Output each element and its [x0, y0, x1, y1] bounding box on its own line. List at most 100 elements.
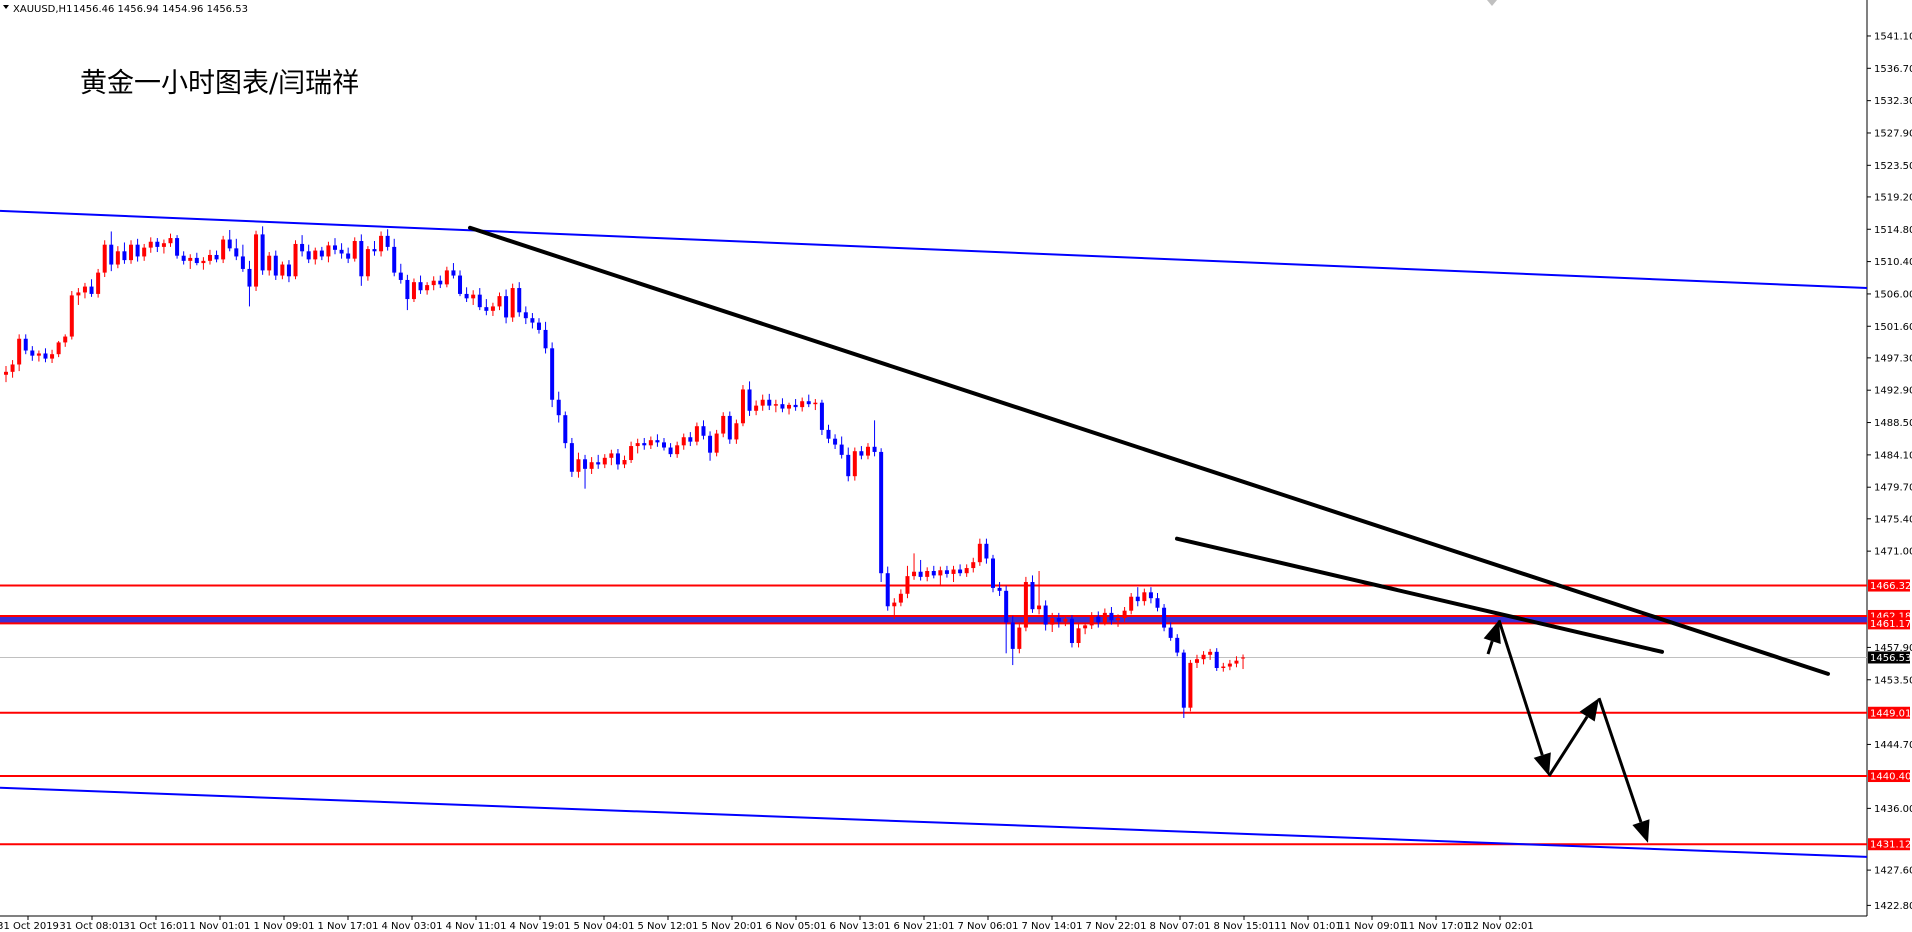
candle-body: [497, 296, 502, 307]
candle: [214, 250, 219, 263]
candle: [1181, 649, 1186, 718]
candle: [1175, 634, 1180, 657]
symbol-dropdown-icon[interactable]: [3, 5, 9, 9]
candle: [313, 247, 318, 265]
candle-body: [63, 336, 68, 343]
candle-body: [359, 241, 364, 277]
candle: [727, 411, 732, 444]
trend-line[interactable]: [468, 225, 1830, 676]
candle-body: [826, 429, 831, 439]
level-price-tag-text: 1461.17: [1870, 619, 1911, 630]
candle-body: [879, 451, 884, 574]
candle-body: [484, 307, 489, 311]
price-tick-label: 1501.60: [1874, 322, 1912, 333]
time-tick-label: 5 Nov 20:01: [701, 921, 762, 932]
time-tick-label: 31 Oct 08:01: [59, 921, 124, 932]
candle: [602, 454, 607, 469]
candle: [1063, 615, 1068, 627]
price-tick-label: 1497.30: [1874, 353, 1912, 364]
candle: [1056, 612, 1061, 628]
candle-body: [688, 437, 693, 442]
candle: [813, 399, 818, 411]
candle: [714, 429, 719, 457]
projection-arrow[interactable]: [1597, 697, 1650, 843]
candle: [589, 457, 594, 474]
candle: [273, 250, 278, 280]
candle: [247, 260, 252, 307]
price-tick-label: 1453.50: [1874, 675, 1912, 686]
candle-body: [4, 371, 8, 375]
candle-body: [161, 243, 166, 247]
candle: [444, 266, 449, 288]
candle: [852, 447, 857, 481]
candle-body: [36, 353, 41, 356]
candle-body: [1188, 662, 1193, 708]
candle: [89, 279, 94, 297]
channel-line[interactable]: [0, 209, 1868, 290]
candle-body: [425, 285, 430, 291]
candle-body: [1069, 618, 1074, 644]
candle-body: [780, 404, 785, 409]
price-tick-label: 1536.70: [1874, 64, 1912, 75]
candle-body: [333, 245, 337, 250]
price-tick-label: 1484.10: [1874, 450, 1912, 461]
projection-arrow[interactable]: [1547, 698, 1599, 777]
candle-body: [464, 293, 469, 299]
candle: [1214, 648, 1219, 671]
candle: [254, 230, 259, 291]
candle: [826, 424, 831, 444]
candle: [194, 252, 199, 266]
candle: [563, 411, 568, 449]
candle-body: [813, 402, 818, 405]
candle-body: [1010, 622, 1015, 649]
candle: [964, 564, 969, 577]
arrow-shaft: [1547, 715, 1589, 777]
candle: [550, 342, 555, 408]
candle-body: [1023, 582, 1028, 628]
candle: [372, 241, 377, 256]
candle: [642, 437, 647, 450]
candle: [1234, 656, 1239, 668]
trend-line[interactable]: [1175, 536, 1664, 654]
candle-body: [188, 257, 193, 261]
level-price-tag: 1449.01: [1868, 706, 1911, 719]
candle-body: [247, 268, 252, 287]
candle: [1102, 608, 1107, 626]
candle-body: [490, 306, 495, 311]
current-price-tag-text: 1456.53: [1870, 653, 1911, 664]
candle: [115, 246, 120, 269]
projection-arrow[interactable]: [1497, 619, 1551, 777]
candle: [484, 299, 489, 316]
candle-body: [925, 570, 930, 577]
time-tick-label: 8 Nov 07:01: [1149, 921, 1210, 932]
candle: [773, 399, 778, 413]
candle-body: [451, 270, 456, 276]
candle-body: [859, 451, 864, 456]
candle: [398, 263, 403, 284]
level-price-tag-box: [1868, 617, 1910, 630]
projection-arrow[interactable]: [1483, 620, 1501, 655]
candle: [76, 288, 81, 305]
candle-body: [260, 234, 265, 271]
time-tick-label: 11 Nov 09:01: [1338, 921, 1405, 932]
candle: [740, 385, 745, 427]
channel-line[interactable]: [0, 786, 1868, 858]
candle: [359, 234, 364, 286]
plot-area[interactable]: [0, 0, 1867, 916]
chart-shift-marker-icon[interactable]: [1487, 0, 1497, 6]
arrow-head-icon: [1632, 819, 1650, 843]
time-tick-label: 5 Nov 04:01: [573, 921, 634, 932]
candle-body: [800, 401, 805, 408]
candle: [471, 290, 476, 305]
candle: [56, 340, 61, 358]
level-price-tag: 1431.12: [1868, 838, 1911, 851]
candle: [161, 239, 166, 254]
candle: [675, 441, 680, 458]
candle: [1129, 593, 1134, 615]
candle-body: [918, 571, 923, 577]
time-tick-label: 12 Nov 02:01: [1466, 921, 1533, 932]
candle: [464, 287, 469, 303]
candle-body: [767, 399, 772, 406]
